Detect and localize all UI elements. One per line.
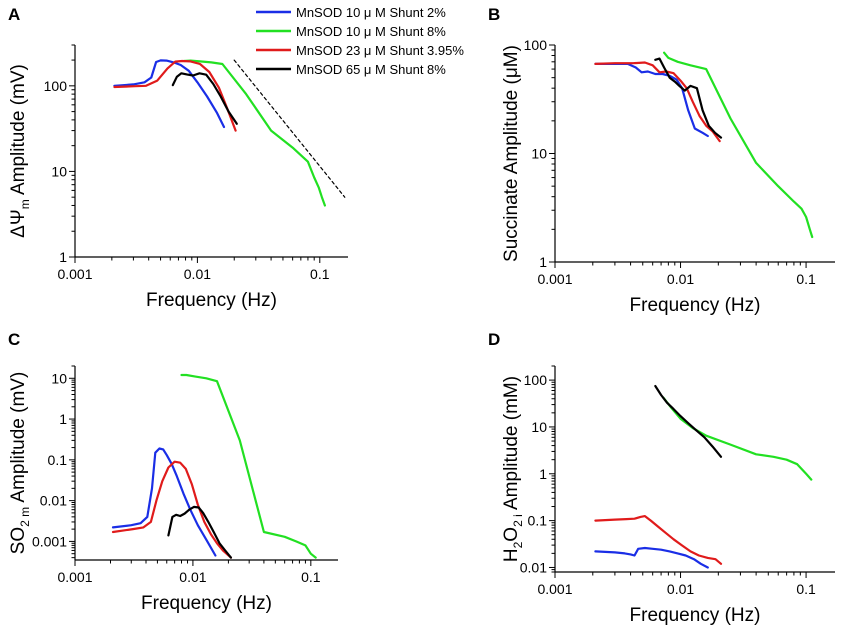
y-tick-label: 1 — [539, 254, 547, 270]
panel-letter: C — [8, 330, 20, 349]
panel-letter: A — [8, 5, 20, 24]
x-tick-label: 0.01 — [667, 271, 694, 287]
series-line-3 — [594, 514, 723, 565]
panel-b: B 0.001 0.01 0.1 1 10 100 Frequency (Hz) Succina… — [488, 5, 835, 316]
x-tick-label: 0.1 — [796, 581, 816, 597]
y-axis-label: Succinate Amplitude (μM) — [501, 45, 522, 262]
y-tick-label: 100 — [44, 78, 68, 94]
y-tick-label: 1 — [539, 466, 547, 482]
panel-letter: D — [488, 330, 500, 349]
x-tick-label: 0.001 — [57, 266, 92, 282]
series-line-4 — [167, 505, 232, 559]
y-tick-label: 0.01 — [40, 493, 67, 509]
series-line-4 — [171, 72, 238, 125]
x-axis-label: Frequency (Hz) — [141, 593, 272, 614]
series-line-1 — [111, 447, 217, 557]
series-line-1 — [113, 59, 226, 129]
y-axis-label: ΔΨm Amplitude (mV) — [8, 64, 32, 238]
legend-label: MnSOD 23 μ M Shunt 3.95% — [296, 43, 464, 58]
y-tick-label: 1 — [59, 411, 67, 427]
x-tick-label: 0.01 — [667, 581, 694, 597]
x-axis-label: Frequency (Hz) — [630, 605, 761, 626]
x-axis-label: Frequency (Hz) — [630, 295, 761, 316]
x-tick-label: 0.001 — [537, 581, 572, 597]
panel-c: C 0.001 0.01 0.1 0.001 0.01 0.1 1 10 Frequency (H… — [8, 330, 338, 614]
legend-label: MnSOD 10 μ M Shunt 2% — [296, 5, 446, 20]
y-tick-label: 100 — [524, 37, 548, 53]
y-tick-label: 10 — [531, 419, 547, 435]
panel-d: D 0.001 0.01 0.1 0.01 0.1 1 10 100 Frequency (Hz)… — [488, 330, 835, 626]
series-line-1 — [594, 546, 709, 569]
y-tick-label: 10 — [51, 163, 67, 179]
y-tick-label: 0.1 — [48, 452, 68, 468]
y-tick-label: 0.001 — [32, 533, 67, 549]
x-tick-label: 0.1 — [796, 271, 816, 287]
series-line-3 — [113, 59, 237, 132]
y-tick-label: 0.1 — [528, 513, 548, 529]
legend: MnSOD 10 μ M Shunt 2% MnSOD 10 μ M Shunt … — [256, 5, 464, 77]
y-axis-label: SO2 m Amplitude (mV) — [8, 372, 32, 555]
x-tick-label: 0.01 — [184, 266, 211, 282]
y-tick-label: 1 — [59, 249, 67, 265]
panel-a: A 0.001 0.01 0.1 1 10 100 Frequency (Hz) ΔΨm Amp… — [8, 5, 348, 311]
y-tick-label: 0.01 — [520, 559, 547, 575]
series-line-2 — [662, 51, 814, 239]
series-line-3 — [594, 61, 721, 143]
legend-label: MnSOD 65 μ M Shunt 8% — [296, 62, 446, 77]
series-line-2 — [183, 59, 326, 207]
y-axis-label: H2O2 i Amplitude (mM) — [501, 376, 525, 562]
x-axis-label: Frequency (Hz) — [146, 290, 277, 311]
x-tick-label: 0.1 — [310, 266, 330, 282]
series-line-3 — [111, 460, 232, 559]
legend-label: MnSOD 10 μ M Shunt 8% — [296, 24, 446, 39]
y-tick-label: 10 — [51, 370, 67, 386]
series-line-1 — [594, 62, 709, 138]
series-line-4 — [654, 384, 723, 458]
x-tick-label: 0.1 — [301, 569, 321, 585]
x-tick-label: 0.001 — [57, 569, 92, 585]
panel-letter: B — [488, 5, 500, 24]
series-line-4 — [654, 57, 723, 139]
series-line-2 — [180, 373, 317, 559]
x-tick-label: 0.001 — [537, 271, 572, 287]
slope-reference-line — [233, 59, 346, 198]
y-tick-label: 10 — [531, 146, 547, 162]
y-tick-label: 100 — [524, 372, 548, 388]
series-line-2 — [662, 396, 813, 481]
x-tick-label: 0.01 — [179, 569, 206, 585]
